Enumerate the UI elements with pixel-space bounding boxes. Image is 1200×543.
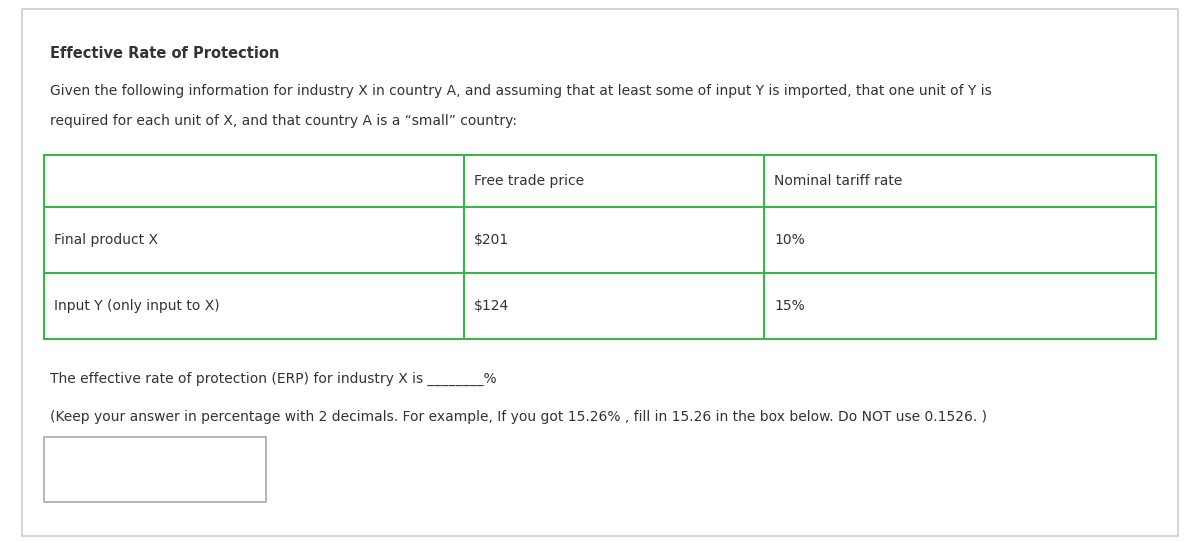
Text: Nominal tariff rate: Nominal tariff rate: [774, 174, 902, 188]
Text: Input Y (only input to X): Input Y (only input to X): [54, 299, 220, 313]
Text: Final product X: Final product X: [54, 233, 158, 248]
Text: 15%: 15%: [774, 299, 805, 313]
Text: $201: $201: [474, 233, 509, 248]
Text: Effective Rate of Protection: Effective Rate of Protection: [50, 46, 280, 61]
Text: (Keep your answer in percentage with 2 decimals. For example, If you got 15.26% : (Keep your answer in percentage with 2 d…: [50, 410, 988, 424]
Text: required for each unit of X, and that country A is a “small” country:: required for each unit of X, and that co…: [50, 114, 517, 128]
Text: Given the following information for industry X in country A, and assuming that a: Given the following information for indu…: [50, 84, 992, 98]
Text: The effective rate of protection (ERP) for industry X is ________%: The effective rate of protection (ERP) f…: [50, 372, 497, 386]
Text: $124: $124: [474, 299, 509, 313]
Text: Free trade price: Free trade price: [474, 174, 584, 188]
Text: 10%: 10%: [774, 233, 805, 248]
